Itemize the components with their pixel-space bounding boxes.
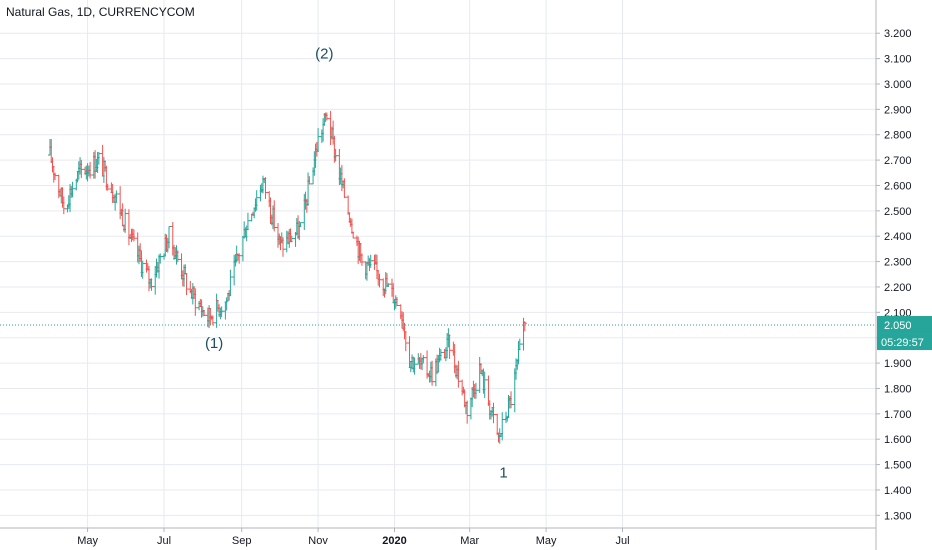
- last-price-label: 2.050: [884, 320, 912, 332]
- price-tick-label: 1.900: [884, 358, 912, 370]
- time-tick-label: May: [536, 535, 557, 547]
- price-tick-label: 1.500: [884, 460, 912, 472]
- time-tick-label: Mar: [460, 535, 479, 547]
- symbol-title: Natural Gas, 1D, CURRENCYCOM: [6, 5, 195, 19]
- wave-labels: (1) (2) 1: [205, 46, 508, 482]
- price-tick-label: 2.200: [884, 282, 912, 294]
- price-tick-label: 1.700: [884, 409, 912, 421]
- price-tick-label: 2.800: [884, 130, 912, 142]
- grid: [0, 0, 876, 528]
- price-tick-label: 2.400: [884, 231, 912, 243]
- price-tick-label: 1.400: [884, 485, 912, 497]
- countdown-badge: [877, 333, 932, 351]
- time-tick-label: 2020: [382, 535, 406, 547]
- time-tick-label: Nov: [308, 535, 328, 547]
- ohlc-bars: [48, 110, 527, 444]
- price-axis[interactable]: 1.3001.4001.5001.6001.7001.8001.9002.000…: [875, 0, 932, 550]
- price-tick-label: 1.600: [884, 434, 912, 446]
- wave-label: 1: [499, 464, 507, 481]
- time-axis[interactable]: May Jul Sep Nov 2020 Mar May Jul: [0, 527, 876, 547]
- price-tick-label: 2.700: [884, 155, 912, 167]
- price-tick-label: 2.500: [884, 206, 912, 218]
- price-tick-label: 2.600: [884, 180, 912, 192]
- time-tick-label: Sep: [232, 535, 252, 547]
- countdown-label: 05:29:57: [881, 337, 924, 349]
- wave-label: (1): [205, 335, 223, 352]
- price-tick-label: 2.300: [884, 257, 912, 269]
- price-tick-label: 3.000: [884, 79, 912, 91]
- price-tick-label: 1.800: [884, 383, 912, 395]
- wave-label: (2): [315, 46, 333, 63]
- price-tick-label: 3.100: [884, 54, 912, 66]
- price-tick-label: 2.900: [884, 104, 912, 116]
- last-price-badge: [877, 316, 932, 334]
- time-tick-label: Jul: [615, 535, 629, 547]
- price-tick-label: 1.300: [884, 510, 912, 522]
- time-tick-label: May: [77, 535, 98, 547]
- time-tick-label: Jul: [157, 535, 171, 547]
- price-tick-label: 3.200: [884, 28, 912, 40]
